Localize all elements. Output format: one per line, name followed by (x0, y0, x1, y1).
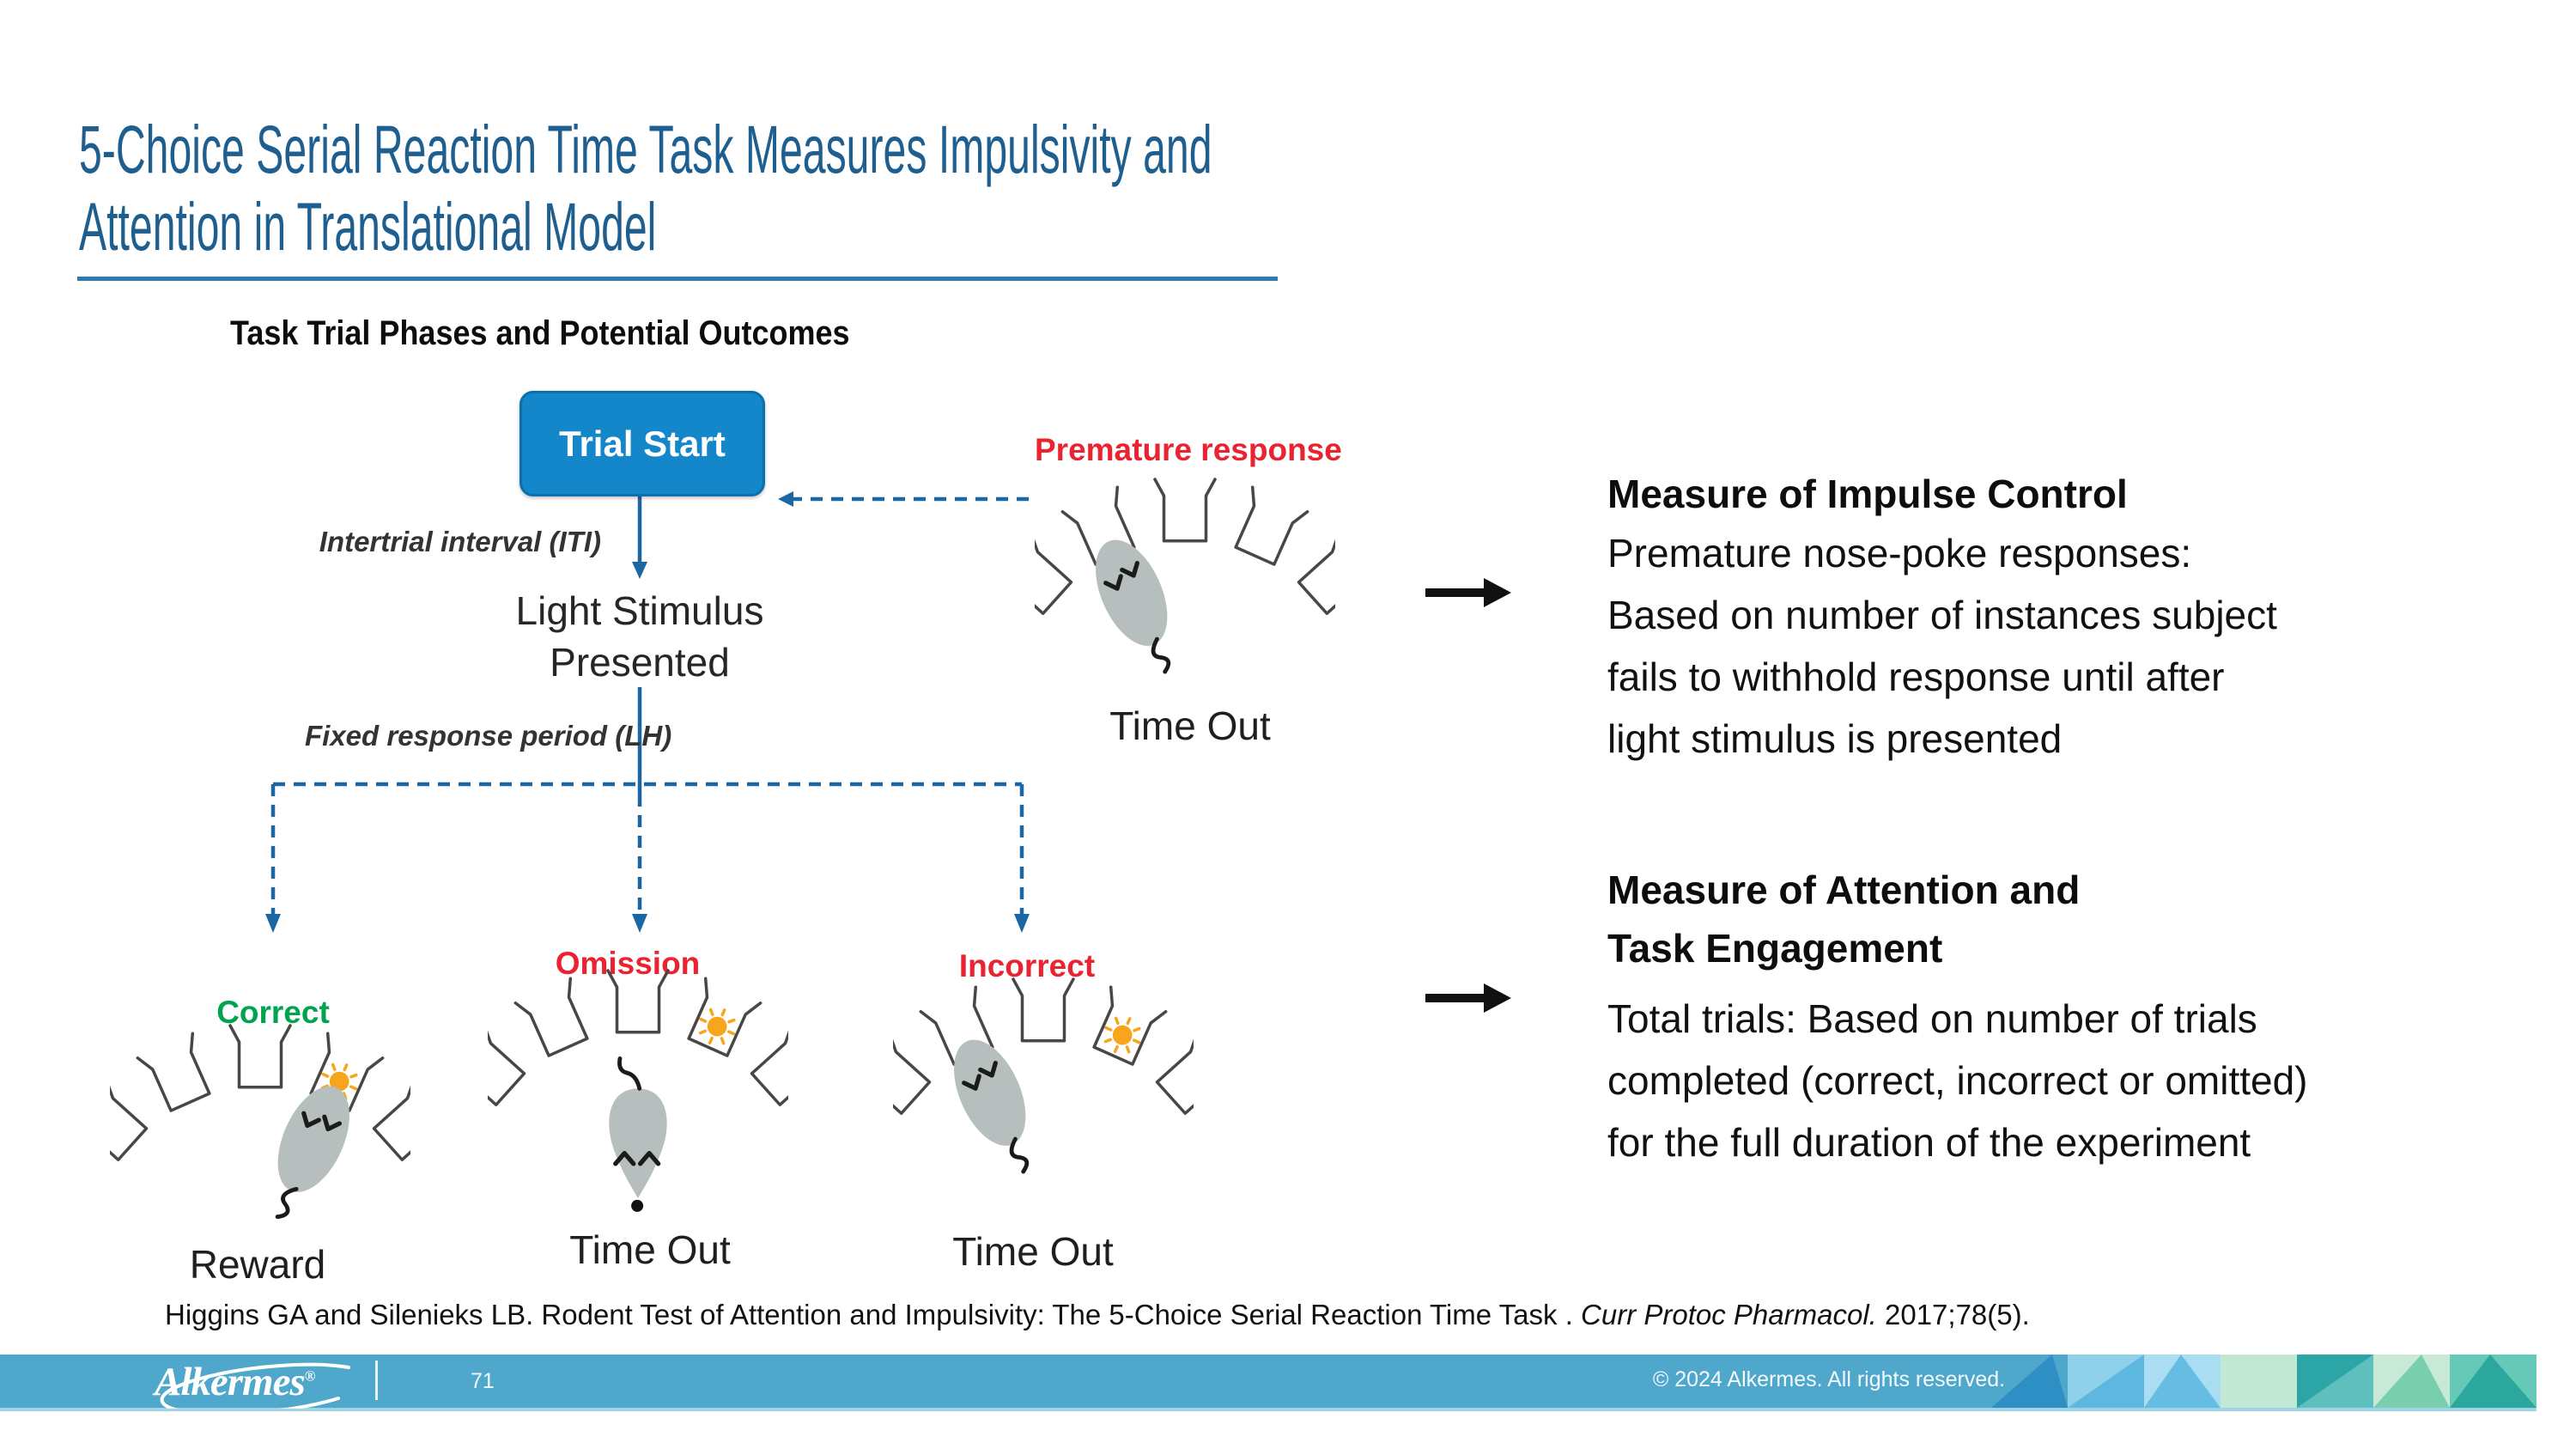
slide-title-line1: 5-Choice Serial Reaction Time Task Measu… (79, 111, 1212, 187)
five-hole-wall-illustration (1035, 478, 1335, 674)
footer-divider (375, 1361, 378, 1400)
correct-label: Correct (216, 995, 330, 1030)
arrowhead-incorrect-icon (1014, 914, 1030, 933)
aperture-icon (750, 1024, 788, 1107)
title-rule (77, 277, 1278, 281)
lh-label: Fixed response period (LH) (305, 720, 672, 752)
footer-triangle-pattern (1991, 1355, 2537, 1408)
aperture-icon (372, 1079, 410, 1162)
arrowhead-down-icon (632, 562, 647, 579)
premature-label: Premature response (1035, 432, 1342, 467)
omission-outcome-label: Time Out (569, 1227, 731, 1272)
aperture-icon (1012, 977, 1075, 1043)
aperture-icon (110, 1079, 149, 1162)
aperture-icon (1153, 478, 1217, 543)
arrowhead-correct-icon (265, 914, 281, 933)
five-hole-wall-illustration (488, 969, 788, 1212)
trial-start-label: Trial Start (559, 423, 726, 464)
correct-scene (110, 1019, 410, 1267)
premature-scene (1035, 472, 1335, 721)
logo-text: Alkermes (155, 1360, 306, 1404)
aperture-icon (228, 1024, 292, 1089)
iti-label: Intertrial interval (ITI) (319, 526, 601, 557)
right-arrow-icon (1425, 983, 1511, 1013)
aperture-icon (488, 1024, 526, 1107)
incorrect-scene (893, 972, 1194, 1221)
arrowhead-left-icon (778, 491, 793, 507)
attention-body: Total trials: Based on number of trials … (1607, 996, 2308, 1165)
logo-swoosh-icon (160, 1362, 350, 1409)
mouse-icon (275, 1086, 349, 1220)
omission-scene (488, 964, 788, 1212)
aperture-icon (1297, 533, 1335, 616)
aperture-icon (1035, 533, 1073, 616)
mouse-icon (1096, 539, 1171, 674)
mouse-icon (954, 1039, 1030, 1174)
copyright-text: © 2024 Alkermes. All rights reserved. (1652, 1367, 2006, 1391)
aperture-icon (513, 977, 589, 1057)
incorrect-label: Incorrect (958, 948, 1096, 983)
aperture-icon (1092, 985, 1168, 1066)
citation-plain2: 2017;78(5). (1876, 1299, 2030, 1330)
aperture-icon (687, 977, 762, 1057)
slide-title-line2: Attention in Translational Model (79, 188, 657, 265)
correct-outcome-label: Reward (189, 1242, 326, 1287)
five-hole-wall-illustration (110, 1024, 410, 1220)
light-stimulus-label: Light Stimulus Presented (515, 588, 764, 685)
premature-outcome-label: Time Out (1109, 703, 1271, 748)
citation-journal: Curr Protoc Pharmacol. (1581, 1299, 1877, 1330)
aperture-icon (136, 1032, 211, 1112)
five-hole-wall-illustration (893, 977, 1194, 1174)
light-stimulus-icon (698, 1008, 736, 1045)
aperture-icon (1155, 1032, 1194, 1116)
right-arrow-icon (1425, 578, 1511, 607)
omission-label: Omission (555, 946, 701, 981)
section-heading: Task Trial Phases and Potential Outcomes (230, 314, 850, 352)
impulse-heading: Measure of Impulse Control (1607, 472, 2128, 516)
aperture-icon (893, 1032, 932, 1116)
aperture-icon (606, 969, 670, 1034)
incorrect-outcome-label: Time Out (952, 1229, 1114, 1274)
page-number: 71 (471, 1369, 495, 1393)
trial-start-box: Trial Start (519, 391, 765, 496)
impulse-body: Premature nose-poke responses: Based on … (1607, 531, 2277, 761)
aperture-icon (1234, 485, 1309, 566)
logo-registered-mark: ® (304, 1367, 316, 1385)
alkermes-logo: Alkermes® (144, 1357, 359, 1409)
attention-heading: Measure of Attention and Task Engagement (1607, 868, 2081, 971)
citation-plain1: Higgins GA and Silenieks LB. Rodent Test… (165, 1299, 1582, 1330)
mouse-icon (609, 1056, 667, 1212)
arrowhead-omission-icon (632, 914, 647, 933)
light-stimulus-icon (1103, 1016, 1141, 1054)
citation: Higgins GA and Silenieks LB. Rodent Test… (165, 1299, 2030, 1331)
